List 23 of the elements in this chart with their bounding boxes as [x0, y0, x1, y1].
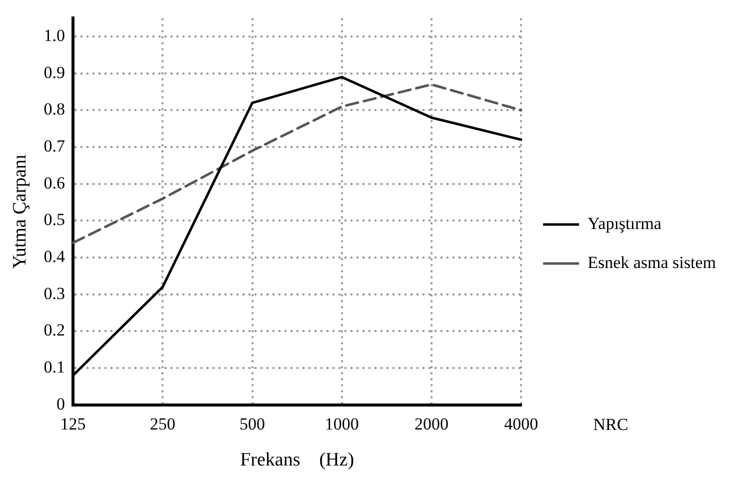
y-tick-label: 0.2 — [44, 320, 66, 340]
y-tick-label: 0.6 — [44, 173, 66, 192]
x-tick-label: 1000 — [324, 414, 359, 434]
y-tick-label: 0.4 — [44, 246, 66, 266]
legend-label: Esnek asma sistem — [588, 252, 716, 272]
y-tick-label: 0.8 — [44, 100, 66, 119]
x-axis-title: Frekans (Hz) — [240, 450, 354, 471]
y-tick-label: 0.5 — [44, 210, 66, 230]
x-tick-label: 4000 — [504, 414, 538, 434]
line-series — [72, 83, 522, 244]
y-axis-title: Yutma Çarpanı — [9, 154, 30, 269]
y-tick-label: 0.9 — [44, 62, 66, 82]
y-tick-label: 0 — [56, 394, 66, 414]
text: NRC — [593, 414, 628, 434]
legend-label: Yapıştırma — [588, 214, 662, 233]
x-tick-label: 125 — [60, 414, 86, 434]
x-tick-label: 500 — [240, 414, 266, 434]
x-tick-label: 250 — [150, 414, 176, 434]
x-tick-label: 2000 — [414, 414, 448, 434]
y-tick-label: 0.7 — [44, 136, 66, 156]
y-tick-label: 0.3 — [44, 284, 66, 303]
y-tick-label: 1.0 — [44, 26, 66, 46]
y-tick-label: 0.1 — [44, 357, 66, 376]
